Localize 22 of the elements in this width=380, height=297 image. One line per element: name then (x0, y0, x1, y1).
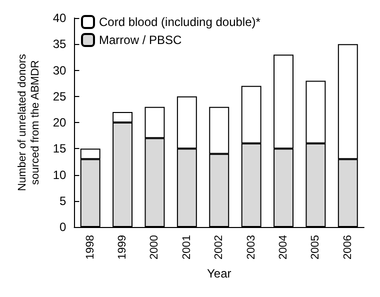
y-tick-label: 10 (52, 168, 67, 182)
y-tick-label: 35 (52, 37, 67, 52)
y-tick-label: 20 (52, 116, 67, 130)
y-axis-title: Number of unrelated donors sourced from the ABMDR (16, 54, 42, 191)
y-tick-label: 0 (60, 220, 67, 234)
y-tick-label: 5 (60, 194, 67, 208)
y-tick-label: 40 (52, 11, 67, 25)
y-tick-label: 15 (52, 142, 67, 156)
x-tick-label: 1999 (116, 235, 129, 260)
x-axis-title: Year (207, 266, 232, 280)
x-tick-label: 1998 (84, 235, 96, 260)
legend-label: Marrow / PBSC (99, 33, 182, 47)
y-tick-label: 30 (52, 63, 67, 78)
x-tick-label: 2004 (278, 235, 290, 260)
y-tick-label: 25 (52, 89, 67, 104)
x-tick-label: 2006 (342, 235, 354, 260)
legend-label: Cord blood (including double)* (99, 15, 261, 29)
x-tick-label: 2000 (148, 235, 161, 260)
x-tick-label: 2005 (310, 235, 322, 260)
x-tick-label: 2001 (180, 235, 193, 260)
x-tick-label: 2002 (213, 235, 226, 260)
x-tick-label: 2003 (245, 235, 258, 260)
